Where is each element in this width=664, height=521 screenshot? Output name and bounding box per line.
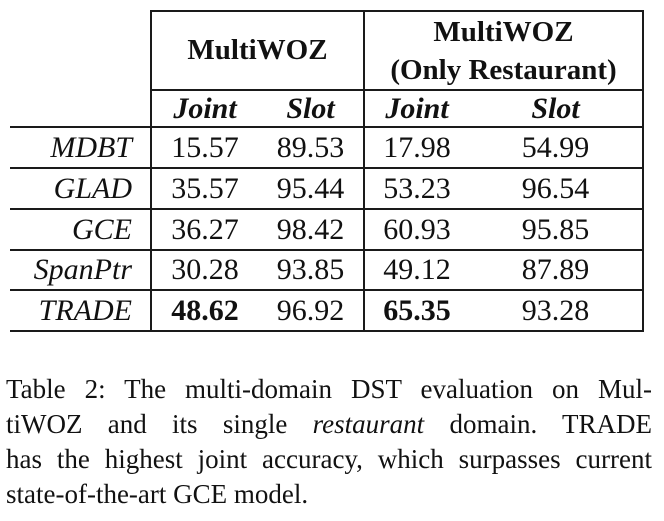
cell-r-joint: 60.93	[383, 212, 451, 246]
caption-line-3: has the highest joint accuracy, which su…	[6, 444, 652, 474]
caption-line-2-start: tiWOZ and its single	[6, 409, 313, 439]
cell-r-joint-best: 65.35	[383, 293, 451, 327]
cell-r-slot: 54.99	[521, 130, 590, 164]
header-only-restaurant: (Only Restaurant)	[390, 53, 617, 86]
cell-mw-joint: 36.27	[171, 212, 239, 246]
cell-mw-slot: 98.42	[276, 212, 345, 246]
cell-mw-joint: 30.28	[171, 253, 239, 286]
caption-line-4: state-of-the-art GCE model.	[6, 479, 309, 509]
cell-mw-slot: 96.92	[276, 293, 345, 327]
cell-r-slot: 96.54	[521, 171, 590, 205]
model-column-rule	[150, 10, 152, 332]
cell-mw-slot: 95.44	[276, 171, 345, 205]
caption-line-1: Table 2: The multi-domain DST evaluation…	[6, 374, 652, 404]
cell-r-joint: 17.98	[383, 130, 451, 164]
model-name: MDBT	[50, 130, 132, 164]
caption-line-2: tiWOZ and its single restaurant domain. …	[6, 407, 652, 442]
row-rule-3	[10, 249, 644, 251]
model-name: GCE	[72, 212, 132, 246]
cell-r-slot: 95.85	[521, 212, 590, 246]
right-edge-rule	[642, 10, 644, 332]
table-caption: Table 2: The multi-domain DST evaluation…	[6, 372, 652, 512]
subheader-r-joint: Joint	[385, 91, 449, 125]
model-name: TRADE	[38, 293, 132, 327]
cell-r-joint: 49.12	[383, 253, 451, 286]
cell-mw-joint: 15.57	[171, 130, 239, 164]
caption-line-2-end: domain. TRADE	[424, 409, 653, 439]
row-rule-1	[10, 167, 644, 169]
row-rule-2	[10, 208, 644, 210]
row-rule-4	[10, 289, 644, 291]
header-multiwoz-restaurant: MultiWOZ	[433, 15, 574, 48]
subheader-mw-joint: Joint	[173, 91, 237, 125]
cell-r-slot: 93.28	[521, 293, 590, 327]
cell-mw-joint: 35.57	[171, 171, 239, 205]
cell-r-slot: 87.89	[521, 253, 590, 286]
cell-r-joint: 53.23	[383, 171, 451, 205]
bottom-rule	[10, 330, 644, 332]
header-multiwoz: MultiWOZ	[187, 34, 328, 66]
cell-mw-joint-best: 48.62	[171, 293, 239, 327]
cell-mw-slot: 93.85	[276, 253, 345, 286]
cell-mw-slot: 89.53	[276, 130, 345, 164]
subheader-mw-slot: Slot	[286, 91, 335, 125]
top-rule	[150, 10, 644, 12]
results-table: MultiWOZ MultiWOZ (Only Restaurant) Join…	[10, 10, 644, 332]
subheader-rule	[10, 126, 644, 128]
model-name: GLAD	[53, 171, 132, 205]
caption-emphasis-restaurant: restaurant	[312, 409, 425, 439]
subheader-r-slot: Slot	[531, 91, 580, 125]
group-header-rule	[150, 89, 644, 91]
group-divider-rule	[363, 10, 365, 332]
model-name: SpanPtr	[33, 253, 132, 286]
